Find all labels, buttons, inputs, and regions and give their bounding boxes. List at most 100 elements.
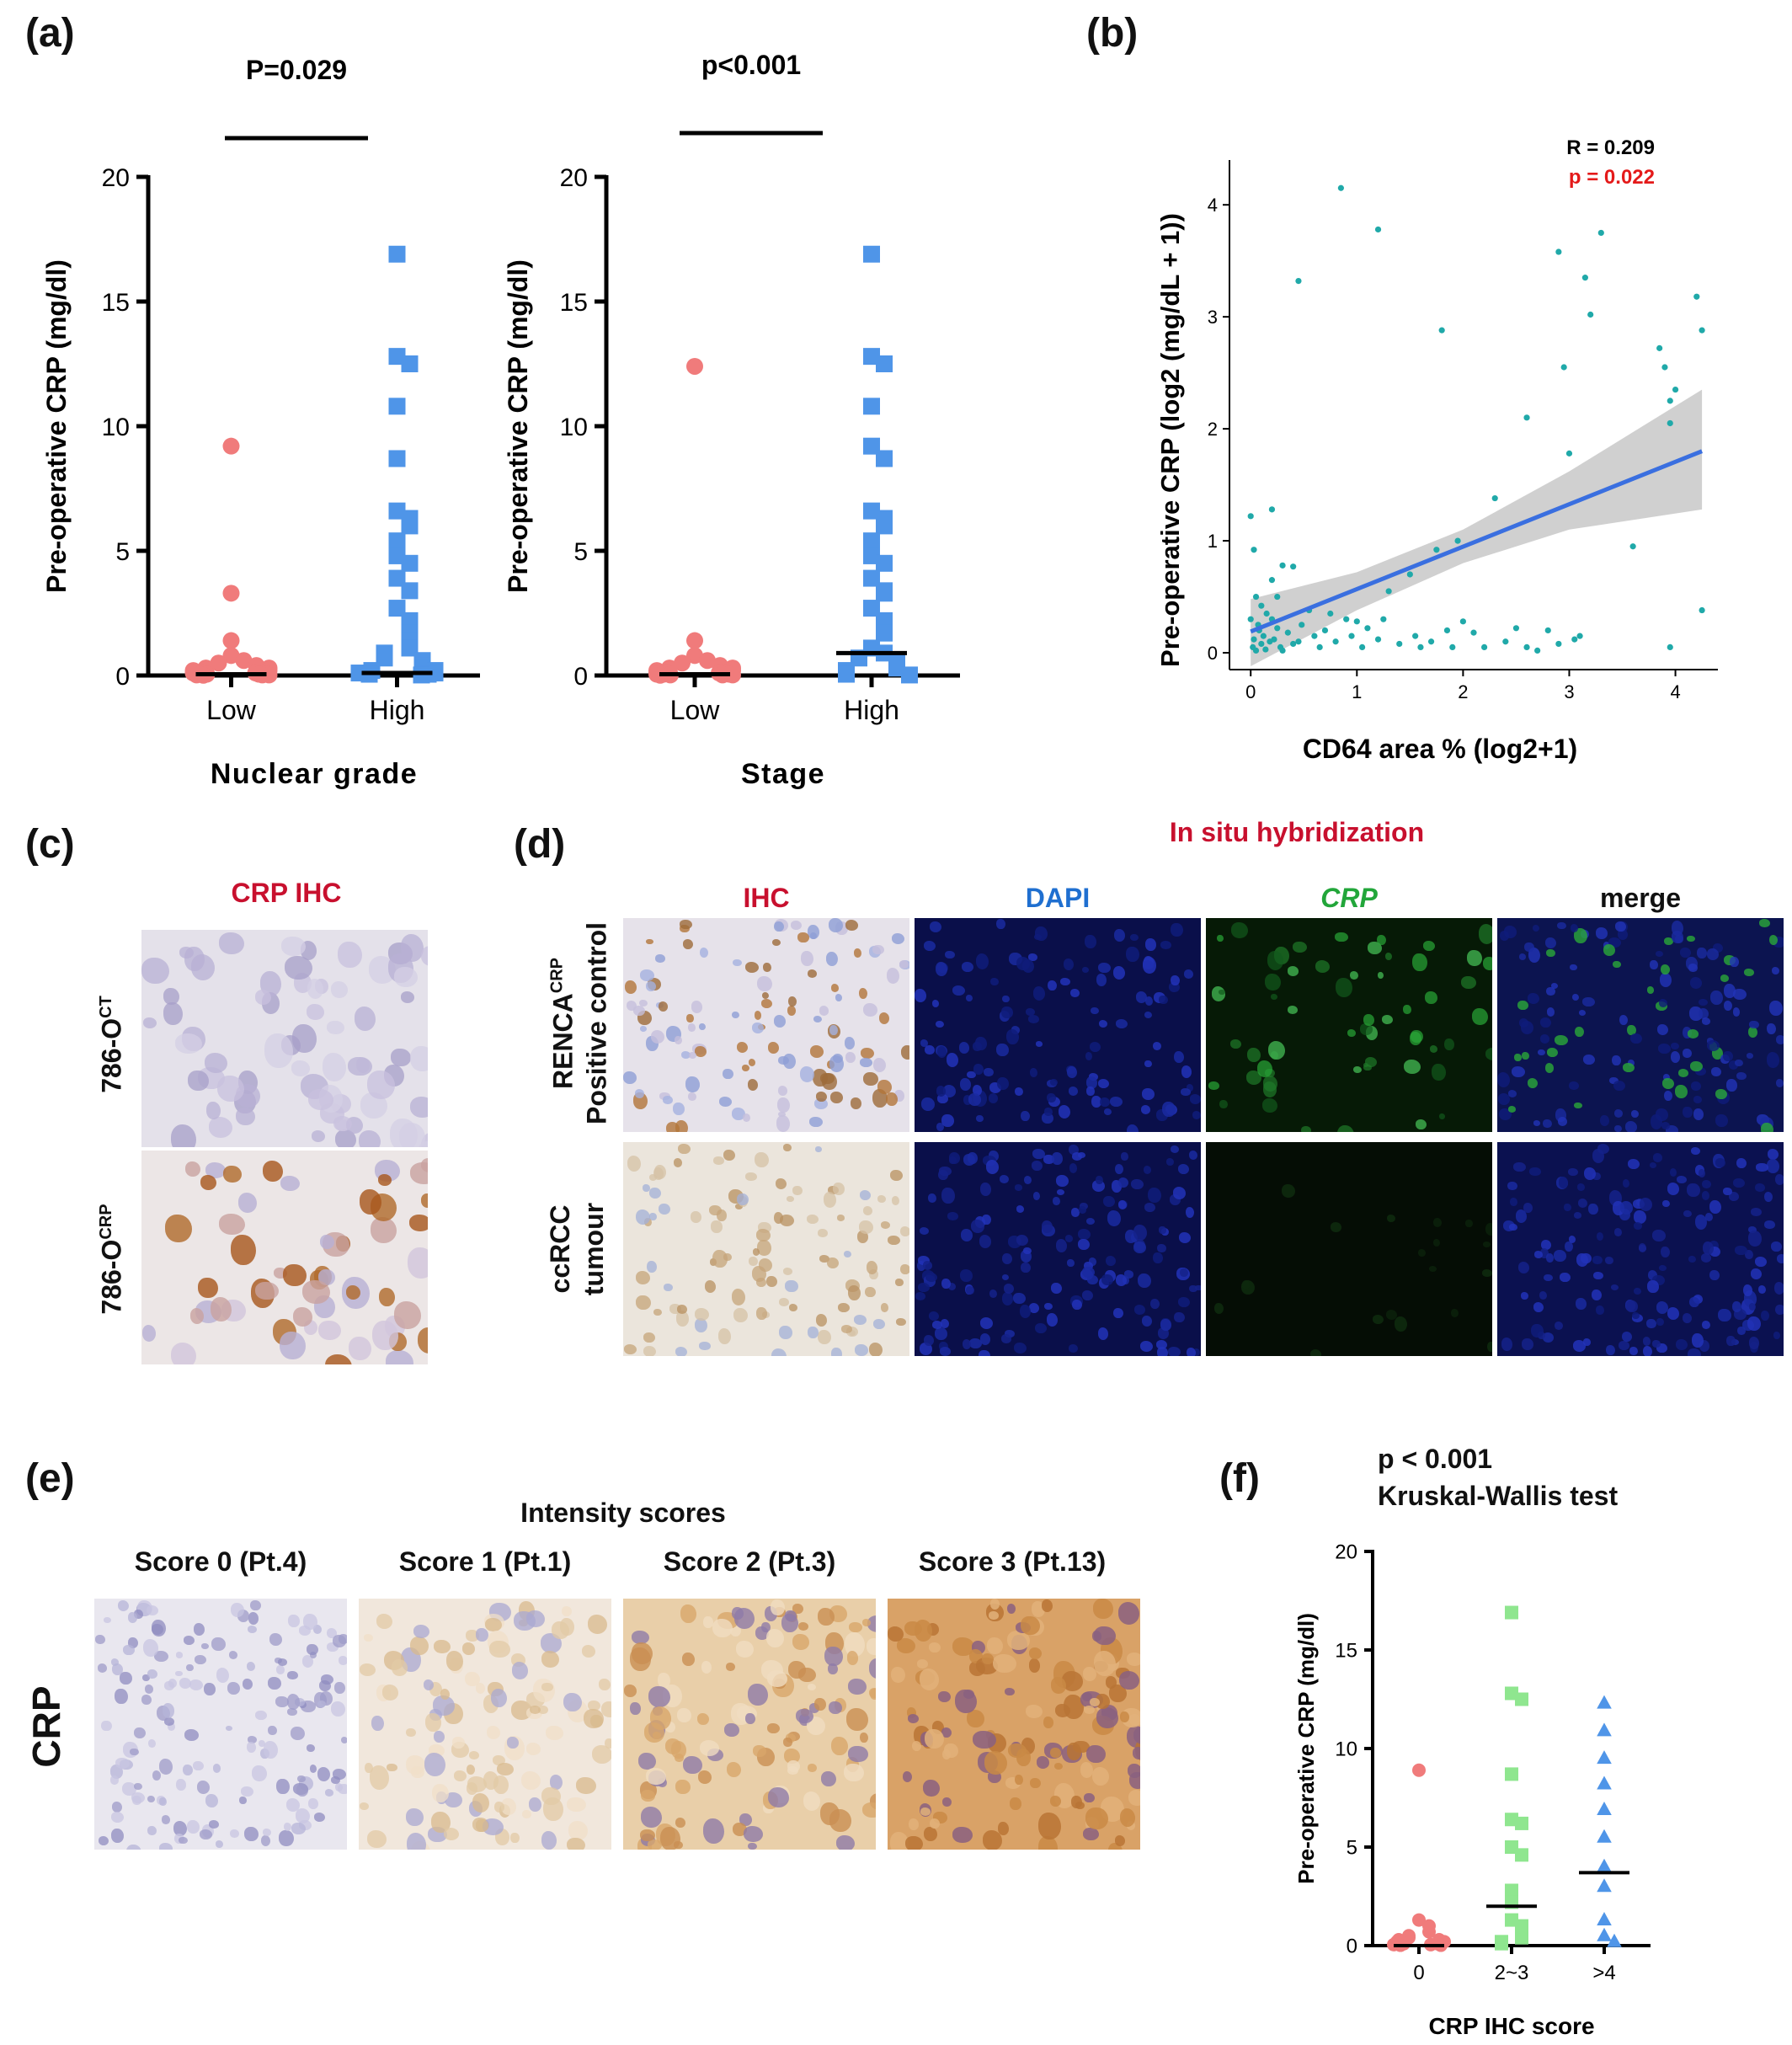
micrograph-score-3 (888, 1599, 1140, 1850)
chart-b-correlation: 0 1 2 3 4 0 1 2 3 4 R = 0.209 p = 0.022 CD64 area % … (1155, 136, 1718, 764)
data-point (1274, 593, 1281, 601)
data-point (1299, 622, 1305, 628)
row2-base: 786-O (96, 1239, 127, 1315)
data-point (1555, 248, 1562, 255)
data-point (1587, 311, 1594, 318)
x-tick-label: 3 (1564, 681, 1574, 702)
row2-sup: CRP (96, 1204, 115, 1240)
data-point (1515, 1692, 1528, 1706)
data-point (1459, 618, 1466, 625)
y-tick-label: 3 (1208, 307, 1218, 328)
data-point (876, 355, 893, 372)
panel-d-title: In situ hybridization (1169, 817, 1425, 847)
data-point (1555, 640, 1562, 648)
x-tick-label: 0 (1245, 681, 1256, 702)
data-point (1597, 1801, 1612, 1815)
significance-label: p<0.001 (701, 50, 801, 80)
data-point (1327, 610, 1334, 617)
data-point (1274, 625, 1281, 632)
col-dapi-label: DAPI (1025, 883, 1091, 913)
x-tick-label: High (844, 695, 899, 725)
chart-f-ihc-score: 0 5 10 15 20 0 2~3 >4 Pre-operative CRP (mg/dl) C… (1293, 1541, 1651, 2038)
data-point (901, 666, 918, 684)
data-point (1515, 1930, 1528, 1945)
data-point (699, 652, 716, 670)
data-point (1263, 610, 1270, 617)
panel-c-row1-label: 786-OCT (91, 943, 133, 1145)
y-tick-label: 5 (573, 538, 588, 566)
plot-area: 0 1 2 3 4 0 1 2 3 4 R = 0.209 p = 0.022 CD64 area % … (1155, 136, 1718, 764)
data-point (388, 450, 406, 467)
data-point (1343, 616, 1350, 622)
correlation-p: p = 0.022 (1569, 166, 1655, 189)
data-point (1396, 640, 1403, 648)
row1-sup: CT (96, 996, 115, 1018)
data-point (1321, 627, 1329, 634)
data-point (1502, 638, 1509, 645)
panel-label-d: (d) (514, 822, 566, 867)
panel-e-row-label-text: CRP (24, 1685, 68, 1768)
micrograph-ccrcc-merge (1497, 1142, 1784, 1356)
panel-label-e: (e) (25, 1456, 75, 1501)
y-tick-label: 1 (1208, 531, 1218, 552)
data-point (1247, 616, 1254, 622)
data-point (1505, 1605, 1518, 1620)
data-point (1251, 636, 1257, 643)
data-point (674, 654, 691, 672)
data-point (210, 654, 227, 672)
x-tick-label: >4 (1592, 1962, 1615, 1984)
data-point (1412, 1763, 1426, 1777)
data-point (1443, 627, 1451, 634)
chart-a-stage: 0 5 10 15 20 Low High Pre-operative CRP (mg/dl)… (505, 50, 960, 790)
data-point (1505, 1883, 1518, 1898)
d-row2-line2: tumour (579, 1202, 609, 1296)
y-tick-label: 10 (560, 414, 588, 441)
data-point (1364, 625, 1371, 632)
x-tick-label: 0 (1413, 1962, 1424, 1984)
col-crp-label: CRP (1320, 883, 1378, 913)
data-point (1544, 627, 1551, 634)
data-point (401, 517, 419, 535)
x-tick-label: Low (670, 695, 721, 725)
panel-label-c: (c) (25, 822, 75, 867)
d-row2-line1: ccRCC (545, 1204, 575, 1294)
micrograph-renca-merge (1497, 918, 1784, 1132)
panel-f-header: p < 0.001 Kruskal-Wallis test (1378, 1440, 1618, 1514)
data-point (838, 665, 855, 683)
x-axis-label: Nuclear grade (211, 758, 418, 790)
panel-label-b: (b) (1086, 11, 1139, 56)
micrograph-786o-crp (141, 1151, 428, 1364)
data-point (1311, 633, 1318, 639)
data-point (1258, 602, 1265, 609)
data-point (724, 666, 741, 684)
data-point (1491, 494, 1498, 502)
data-point (1597, 1722, 1612, 1737)
micrograph-score-1 (359, 1599, 611, 1850)
y-tick-label: 10 (1335, 1738, 1357, 1761)
data-point (686, 647, 703, 665)
x-tick-label: Low (206, 695, 257, 725)
significance-label: P=0.029 (246, 55, 347, 85)
micrograph-renca-dapi (915, 918, 1201, 1132)
micrograph-ccrcc-ihc (623, 1142, 909, 1356)
d-row1-line2: Positive control (581, 921, 612, 1125)
micrograph-ccrcc-dapi (915, 1142, 1201, 1356)
data-point (1359, 643, 1366, 651)
data-point (1597, 229, 1604, 237)
data-point (1412, 1913, 1426, 1927)
data-point (1271, 636, 1277, 643)
data-point (222, 437, 240, 455)
y-tick-label: 0 (573, 663, 588, 691)
data-point (1454, 537, 1461, 544)
score-3-label: Score 3 (Pt.13) (918, 1546, 1107, 1577)
data-point (686, 632, 703, 649)
y-tick-label: 0 (1347, 1936, 1357, 1958)
panel-label-f: (f) (1219, 1456, 1260, 1501)
data-point (1260, 633, 1267, 639)
confidence-band (1251, 389, 1703, 667)
data-point (222, 632, 240, 649)
data-point (1571, 636, 1578, 643)
x-tick-label: 2~3 (1495, 1962, 1529, 1984)
data-point (1693, 293, 1700, 300)
data-point (1348, 633, 1355, 639)
